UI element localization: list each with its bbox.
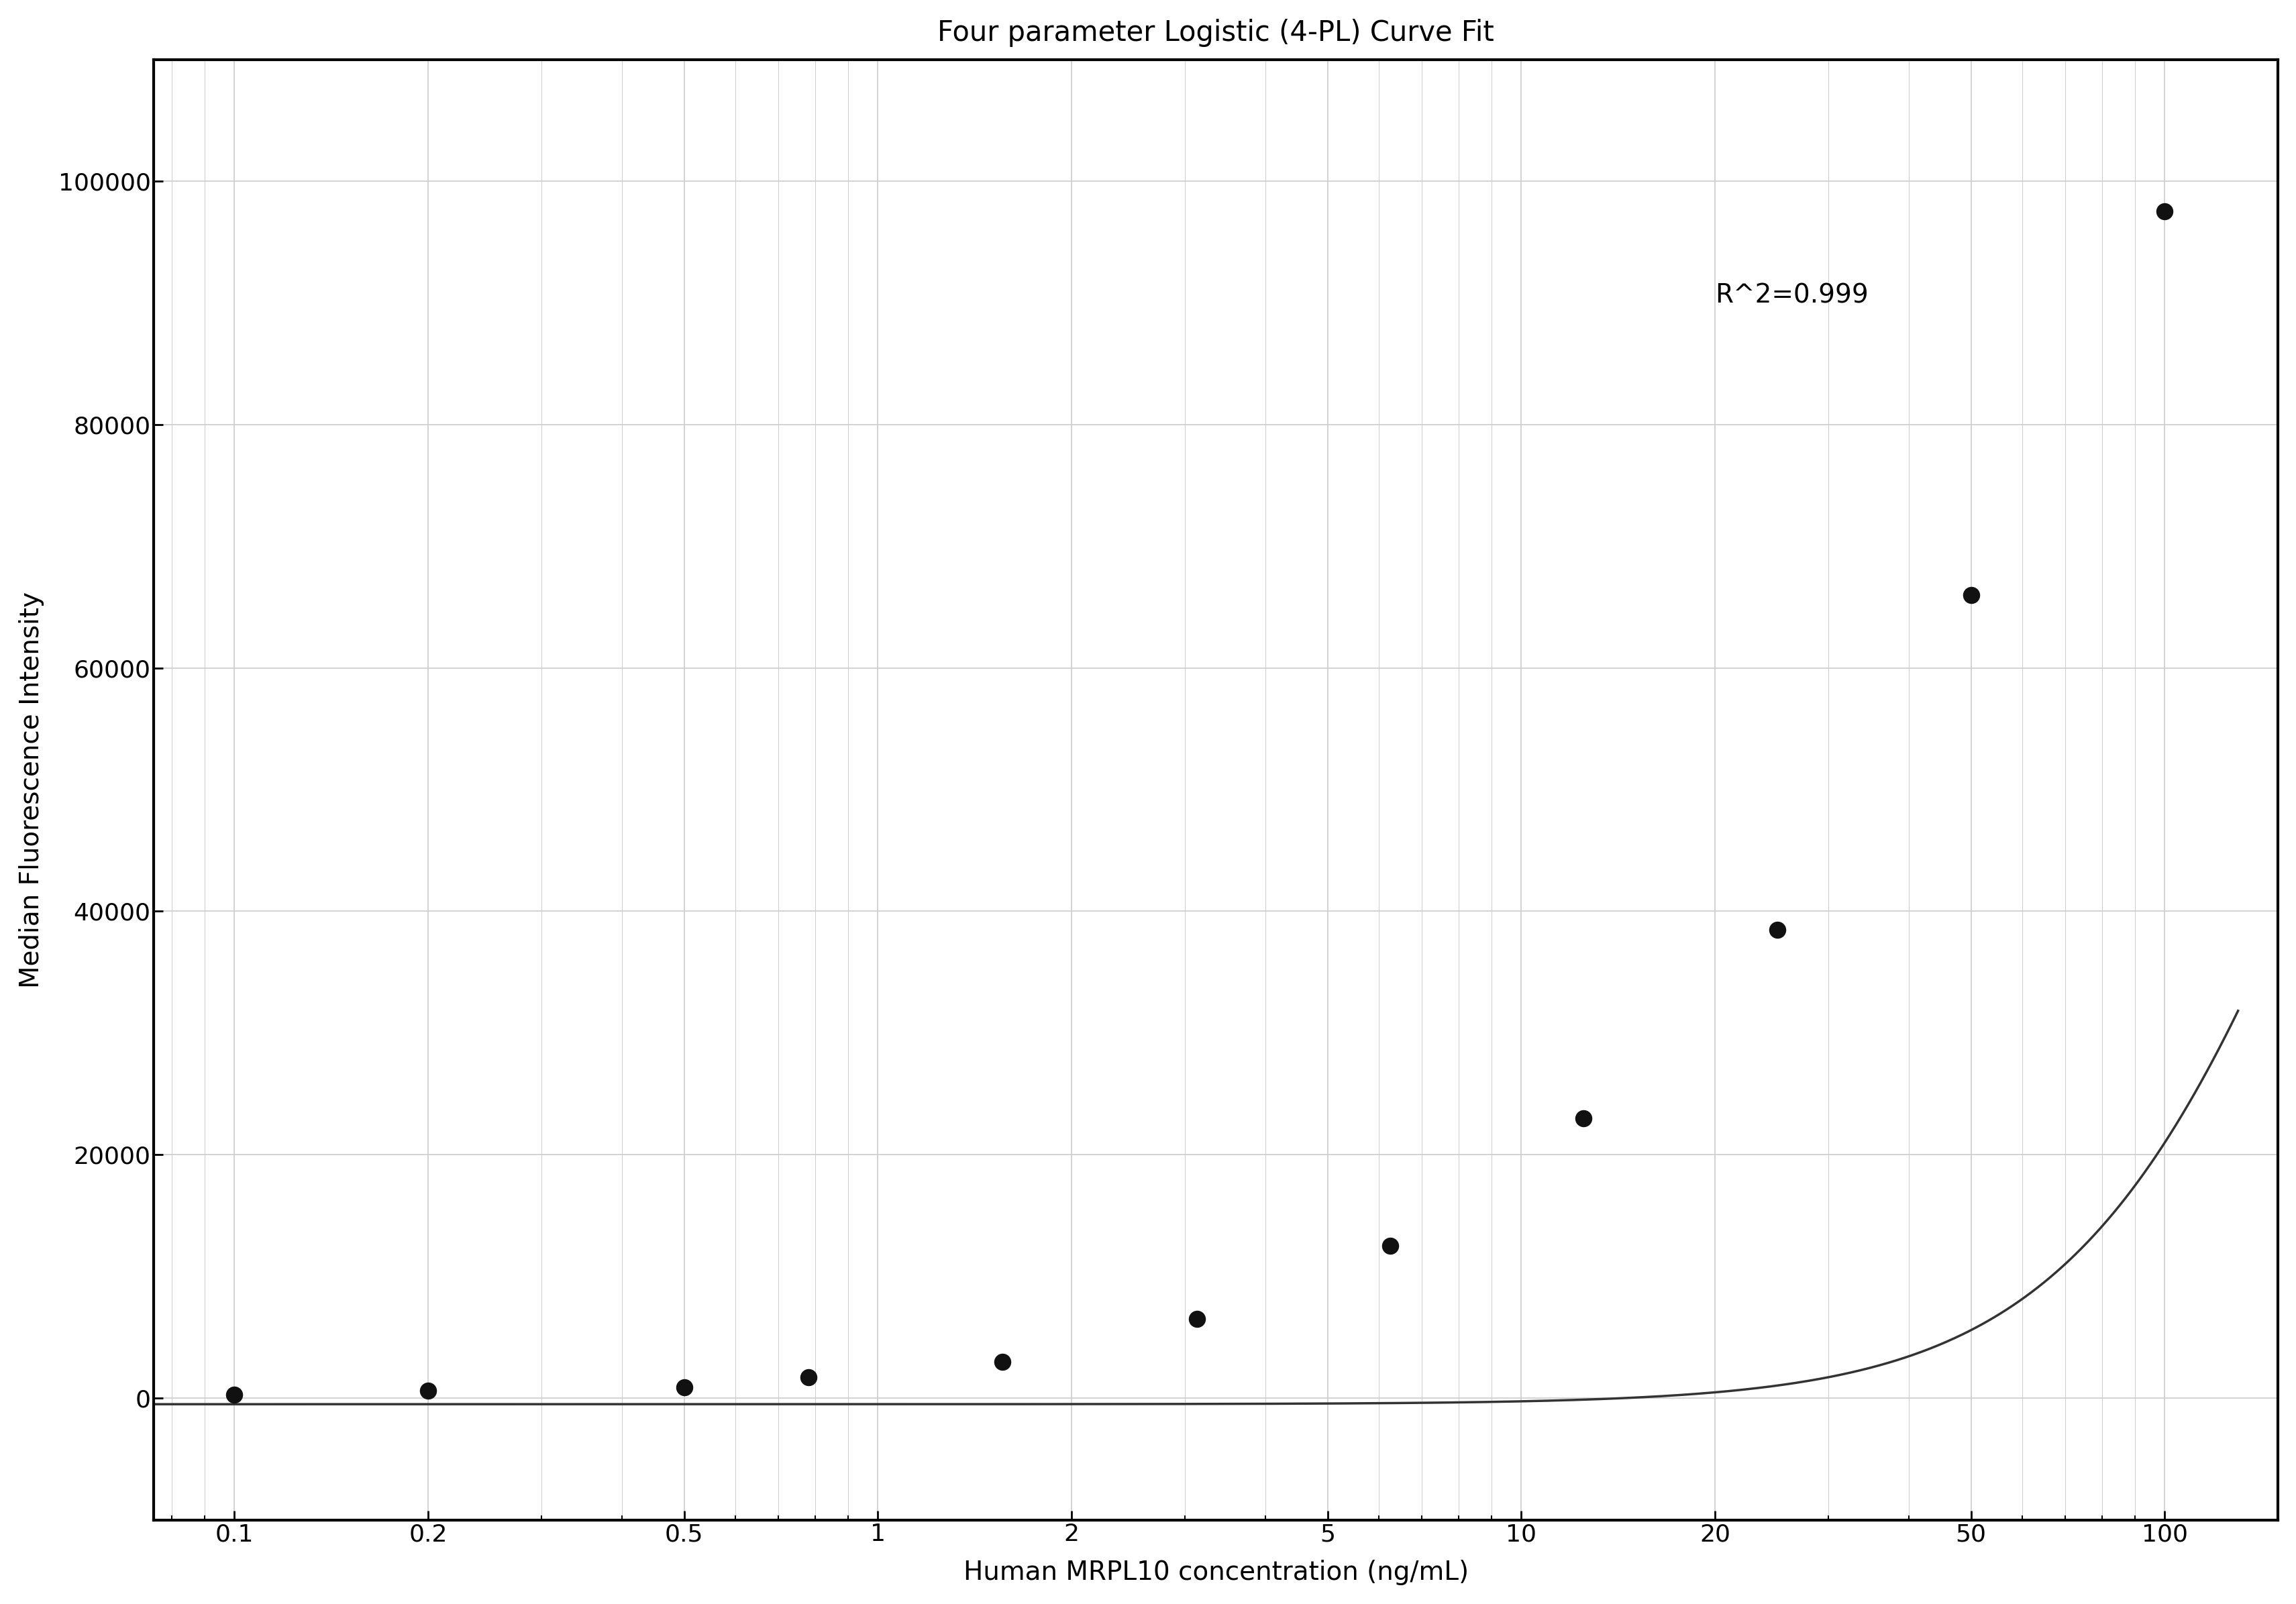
X-axis label: Human MRPL10 concentration (ng/mL): Human MRPL10 concentration (ng/mL) — [962, 1559, 1467, 1585]
Point — [1178, 1306, 1215, 1331]
Point — [216, 1381, 253, 1407]
Point — [790, 1365, 827, 1391]
Y-axis label: Median Fluorescence Intensity: Median Fluorescence Intensity — [18, 592, 44, 988]
Point — [666, 1375, 703, 1400]
Point — [2147, 199, 2183, 225]
Point — [1371, 1233, 1407, 1259]
Point — [1759, 917, 1795, 943]
Point — [1952, 582, 1988, 608]
Text: R^2=0.999: R^2=0.999 — [1715, 282, 1869, 308]
Point — [983, 1349, 1019, 1375]
Point — [1566, 1105, 1603, 1131]
Point — [409, 1378, 445, 1404]
Title: Four parameter Logistic (4-PL) Curve Fit: Four parameter Logistic (4-PL) Curve Fit — [937, 19, 1495, 47]
